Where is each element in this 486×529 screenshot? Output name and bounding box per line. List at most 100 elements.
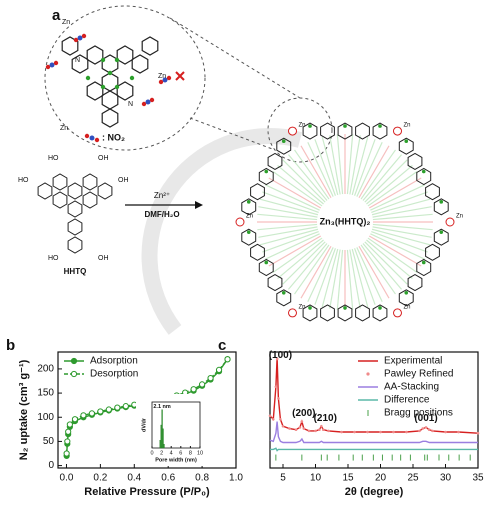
zoom-label: Zn: [62, 19, 70, 26]
ring: [372, 122, 388, 140]
point: [353, 430, 356, 434]
n-atom: [308, 124, 312, 128]
marker: [105, 406, 112, 413]
marker: [198, 381, 206, 388]
legend-label: Desorption: [90, 369, 138, 380]
ray: [351, 136, 369, 196]
x-tick-label: 20: [375, 473, 387, 484]
x-tick-label: 0.2: [93, 473, 107, 484]
point: [268, 414, 272, 418]
y-tick-label: 0: [48, 460, 54, 471]
x-tick-label: 6: [179, 450, 182, 456]
zn-node: [288, 126, 297, 136]
point: [274, 385, 278, 389]
ray: [367, 171, 418, 207]
legend-label: Bragg positions: [384, 408, 453, 419]
point: [340, 430, 343, 434]
ray: [257, 223, 318, 231]
molecule-label: OH: [118, 177, 129, 184]
ray: [367, 237, 418, 273]
y-tick-label: 100: [37, 412, 54, 423]
x-tick-label: 0: [150, 450, 153, 456]
point: [327, 429, 330, 433]
zoom-line: [169, 17, 301, 99]
no2-o: [53, 60, 59, 66]
ring: [407, 152, 423, 170]
n-atom: [404, 290, 409, 295]
ray: [364, 241, 408, 285]
ray: [272, 171, 323, 207]
axes-frame: [57, 351, 237, 469]
x-tick-label: 10: [197, 450, 203, 456]
axes-frame: [269, 351, 479, 469]
zn-node: [445, 217, 455, 227]
ring: [398, 289, 414, 307]
x-axis-label: Relative Pressure (P/P₀): [84, 486, 210, 498]
zoom-circle: [44, 5, 206, 151]
ray: [362, 154, 403, 201]
ring: [416, 258, 432, 277]
ray: [364, 159, 408, 203]
annotation: (100): [269, 350, 292, 361]
ring: [67, 218, 83, 236]
point: [366, 430, 369, 434]
x-tick-label: 8: [189, 450, 192, 456]
ring: [67, 182, 83, 200]
ring: [86, 81, 104, 101]
ray: [329, 249, 341, 309]
x-tick-label: 4: [170, 450, 173, 456]
molecule-label: HO: [18, 177, 29, 184]
n-atom: [343, 124, 347, 128]
ray: [354, 248, 376, 305]
point: [322, 428, 325, 432]
arrow-head: [195, 201, 203, 209]
ray: [336, 134, 344, 195]
ray: [300, 145, 332, 199]
ray: [370, 184, 426, 211]
solvent: DMF/H₂O: [144, 210, 179, 219]
zoom-label: Zn: [60, 125, 68, 132]
node-label: Zn: [299, 305, 306, 311]
ring: [61, 36, 79, 56]
ring: [82, 191, 98, 209]
n-atom: [85, 75, 91, 81]
ray: [349, 249, 361, 309]
ray: [366, 239, 413, 280]
marker: [66, 421, 73, 428]
ring: [276, 137, 292, 155]
marker: [71, 416, 79, 423]
watermark: [141, 128, 303, 335]
ray: [259, 228, 319, 246]
zn-node: [235, 217, 245, 227]
axes-frame: [151, 401, 201, 449]
legend-swatch: [70, 370, 78, 378]
ring: [250, 243, 265, 261]
bar: [162, 428, 164, 449]
ring: [116, 81, 134, 101]
legend-swatch: [366, 372, 370, 376]
ray: [282, 159, 326, 203]
ring: [101, 90, 119, 110]
ring: [302, 304, 318, 322]
n-atom: [264, 169, 269, 174]
zn-node: [393, 126, 402, 136]
ring: [67, 236, 83, 254]
point: [392, 430, 395, 434]
ray: [314, 248, 336, 305]
n-atom: [439, 230, 444, 234]
ray: [368, 177, 422, 209]
ray: [371, 228, 431, 246]
inset-bg: [136, 394, 206, 466]
x-tick-label: 0.6: [161, 473, 175, 484]
ring: [101, 54, 119, 74]
n-atom: [100, 84, 106, 90]
legend-label: Experimental: [384, 356, 442, 367]
ray: [258, 226, 318, 238]
ring: [425, 243, 440, 261]
ring: [71, 54, 89, 74]
annotation: (210): [314, 413, 337, 424]
ring: [131, 54, 149, 74]
x-tick-label: 15: [342, 473, 354, 484]
x-tick-label: 1.0: [229, 473, 243, 484]
